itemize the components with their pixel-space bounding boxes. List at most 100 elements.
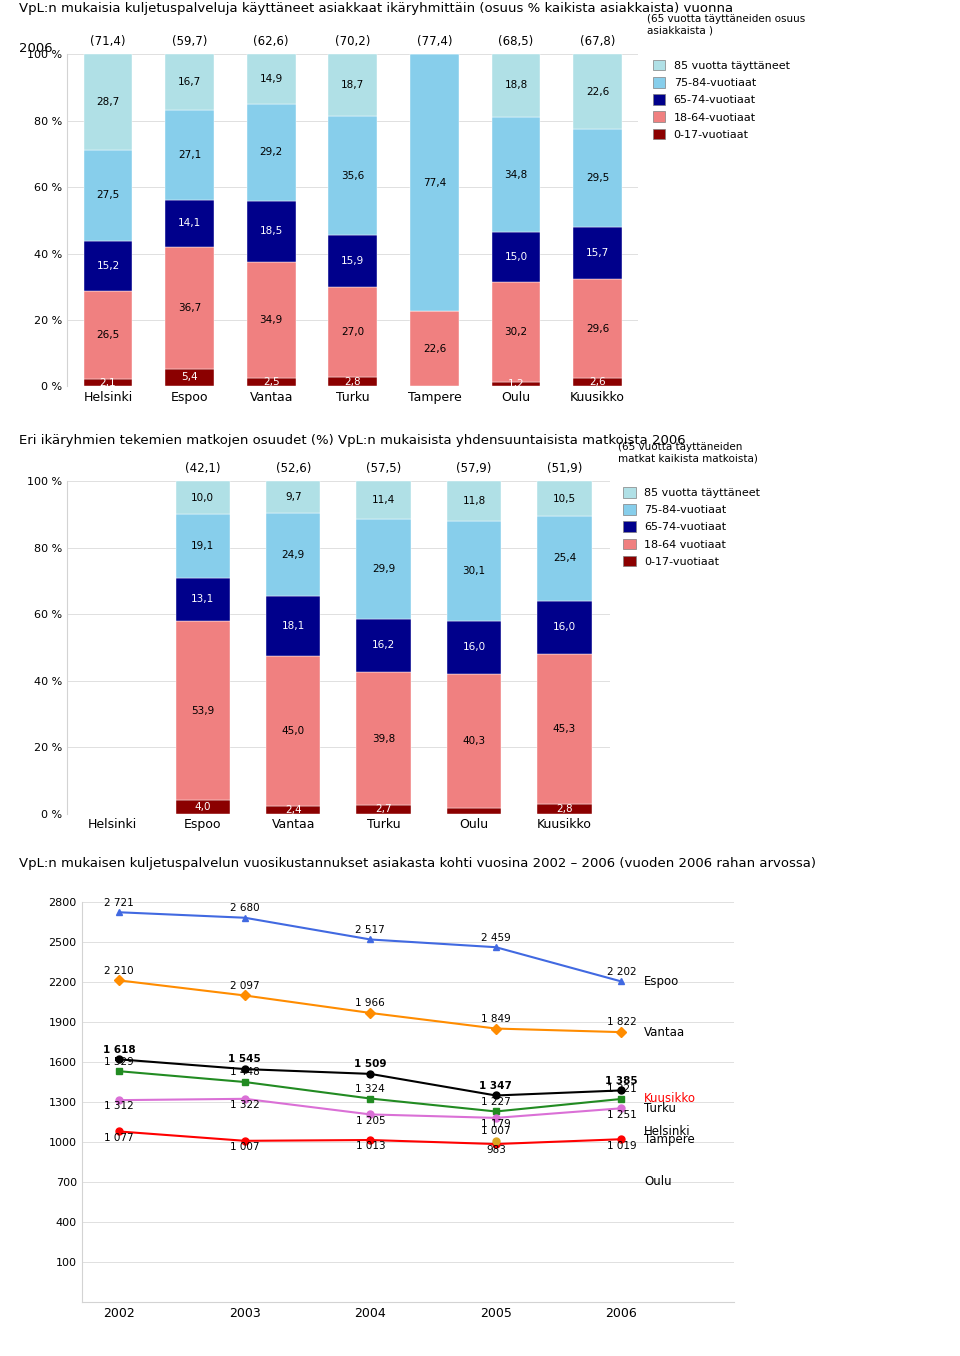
Text: 14,9: 14,9	[259, 75, 283, 84]
Text: 36,7: 36,7	[178, 302, 202, 312]
Bar	[410, 54, 459, 312]
Text: 14,1: 14,1	[178, 218, 202, 228]
Bar	[538, 804, 591, 814]
Bar	[573, 279, 622, 378]
Bar	[84, 149, 132, 241]
Text: 53,9: 53,9	[191, 705, 214, 716]
Text: Turku: Turku	[644, 1102, 676, 1115]
Text: 1 251: 1 251	[607, 1109, 636, 1120]
Bar	[492, 232, 540, 282]
Text: (71,4): (71,4)	[90, 35, 126, 47]
Text: 2,8: 2,8	[556, 804, 573, 814]
Text: 5,4: 5,4	[181, 373, 198, 382]
Bar	[84, 380, 132, 386]
Text: 18,7: 18,7	[341, 80, 365, 91]
Text: 1 509: 1 509	[354, 1059, 387, 1070]
Text: 35,6: 35,6	[341, 171, 365, 180]
Text: 29,2: 29,2	[259, 148, 283, 157]
Text: (52,6): (52,6)	[276, 462, 311, 475]
Text: 40,3: 40,3	[463, 736, 486, 746]
Bar	[573, 228, 622, 279]
Text: 1 205: 1 205	[355, 1116, 385, 1125]
Bar	[247, 201, 296, 262]
Bar	[328, 117, 377, 235]
Text: (70,2): (70,2)	[335, 35, 371, 47]
Bar	[356, 673, 411, 804]
Text: Helsinki: Helsinki	[644, 1124, 690, 1138]
Text: 1 822: 1 822	[607, 1017, 636, 1028]
Text: 1 966: 1 966	[355, 998, 385, 1009]
Text: 16,7: 16,7	[178, 77, 202, 87]
Text: 11,4: 11,4	[372, 495, 396, 506]
Text: (62,6): (62,6)	[253, 35, 289, 47]
Text: Vantaa: Vantaa	[644, 1025, 685, 1039]
Text: 1,2: 1,2	[508, 380, 524, 389]
Text: 1 179: 1 179	[481, 1119, 511, 1130]
Text: (42,1): (42,1)	[185, 462, 221, 475]
Bar	[84, 292, 132, 380]
Bar	[165, 199, 214, 247]
Text: 2,7: 2,7	[375, 804, 392, 814]
Text: 19,1: 19,1	[191, 541, 214, 551]
Bar	[266, 597, 321, 656]
Text: 26,5: 26,5	[96, 331, 120, 340]
Text: 1 849: 1 849	[481, 1014, 511, 1024]
Text: 4,0: 4,0	[195, 801, 211, 812]
Bar	[247, 104, 296, 201]
Text: 1 007: 1 007	[481, 1125, 511, 1136]
Text: 2,1: 2,1	[100, 378, 116, 388]
Bar	[492, 117, 540, 232]
Text: 25,4: 25,4	[553, 553, 576, 564]
Text: 2 202: 2 202	[607, 967, 636, 976]
Bar	[176, 514, 230, 578]
Text: VpL:n mukaisia kuljetuspalveluja käyttäneet asiakkaat ikäryhmittäin (osuus % kai: VpL:n mukaisia kuljetuspalveluja käyttän…	[19, 1, 733, 15]
Text: 2,6: 2,6	[589, 377, 606, 388]
Text: 16,0: 16,0	[553, 622, 576, 632]
Text: (57,9): (57,9)	[456, 462, 492, 475]
Text: 13,1: 13,1	[191, 594, 214, 605]
Text: 18,1: 18,1	[281, 621, 305, 631]
Text: 45,0: 45,0	[281, 725, 304, 736]
Bar	[446, 808, 501, 814]
Text: 10,5: 10,5	[553, 494, 576, 504]
Text: (67,8): (67,8)	[580, 35, 615, 47]
Bar	[176, 481, 230, 514]
Bar	[356, 618, 411, 673]
Text: (57,5): (57,5)	[366, 462, 401, 475]
Text: 1 321: 1 321	[607, 1085, 636, 1094]
Bar	[176, 800, 230, 814]
Text: 30,1: 30,1	[463, 565, 486, 575]
Text: 22,6: 22,6	[422, 344, 446, 354]
Text: 2 721: 2 721	[105, 898, 134, 907]
Text: 2 097: 2 097	[230, 980, 259, 991]
Text: 1 227: 1 227	[481, 1097, 511, 1106]
Text: Espoo: Espoo	[644, 975, 680, 989]
Text: 9,7: 9,7	[285, 492, 301, 502]
Text: Kuusikko: Kuusikko	[644, 1093, 696, 1105]
Text: (65 vuotta täyttäneiden osuus
asiakkaista ): (65 vuotta täyttäneiden osuus asiakkaist…	[647, 15, 805, 37]
Text: 22,6: 22,6	[586, 87, 610, 96]
Text: 1 019: 1 019	[607, 1140, 636, 1150]
Bar	[538, 601, 591, 654]
Bar	[538, 481, 591, 517]
Text: 1 322: 1 322	[230, 1100, 259, 1111]
Bar	[446, 481, 501, 521]
Legend: 85 vuotta täyttäneet, 75-84-vuotiaat, 65-74-vuotiaat, 18-64-vuotiaat, 0-17-vuoti: 85 vuotta täyttäneet, 75-84-vuotiaat, 65…	[653, 60, 790, 140]
Bar	[356, 519, 411, 618]
Text: 29,5: 29,5	[586, 174, 610, 183]
Text: 1 013: 1 013	[355, 1142, 385, 1151]
Text: 2 210: 2 210	[105, 965, 134, 976]
Text: 2,8: 2,8	[345, 377, 361, 386]
Text: (59,7): (59,7)	[172, 35, 207, 47]
Text: 2 680: 2 680	[230, 903, 259, 913]
Text: 2,4: 2,4	[285, 804, 301, 815]
Text: 77,4: 77,4	[422, 178, 446, 188]
Bar	[573, 129, 622, 228]
Text: 10,0: 10,0	[191, 492, 214, 503]
Bar	[538, 654, 591, 804]
Bar	[446, 521, 501, 621]
Bar	[573, 54, 622, 129]
Text: (68,5): (68,5)	[498, 35, 534, 47]
Text: 1 385: 1 385	[605, 1075, 637, 1086]
Text: 27,0: 27,0	[341, 327, 365, 338]
